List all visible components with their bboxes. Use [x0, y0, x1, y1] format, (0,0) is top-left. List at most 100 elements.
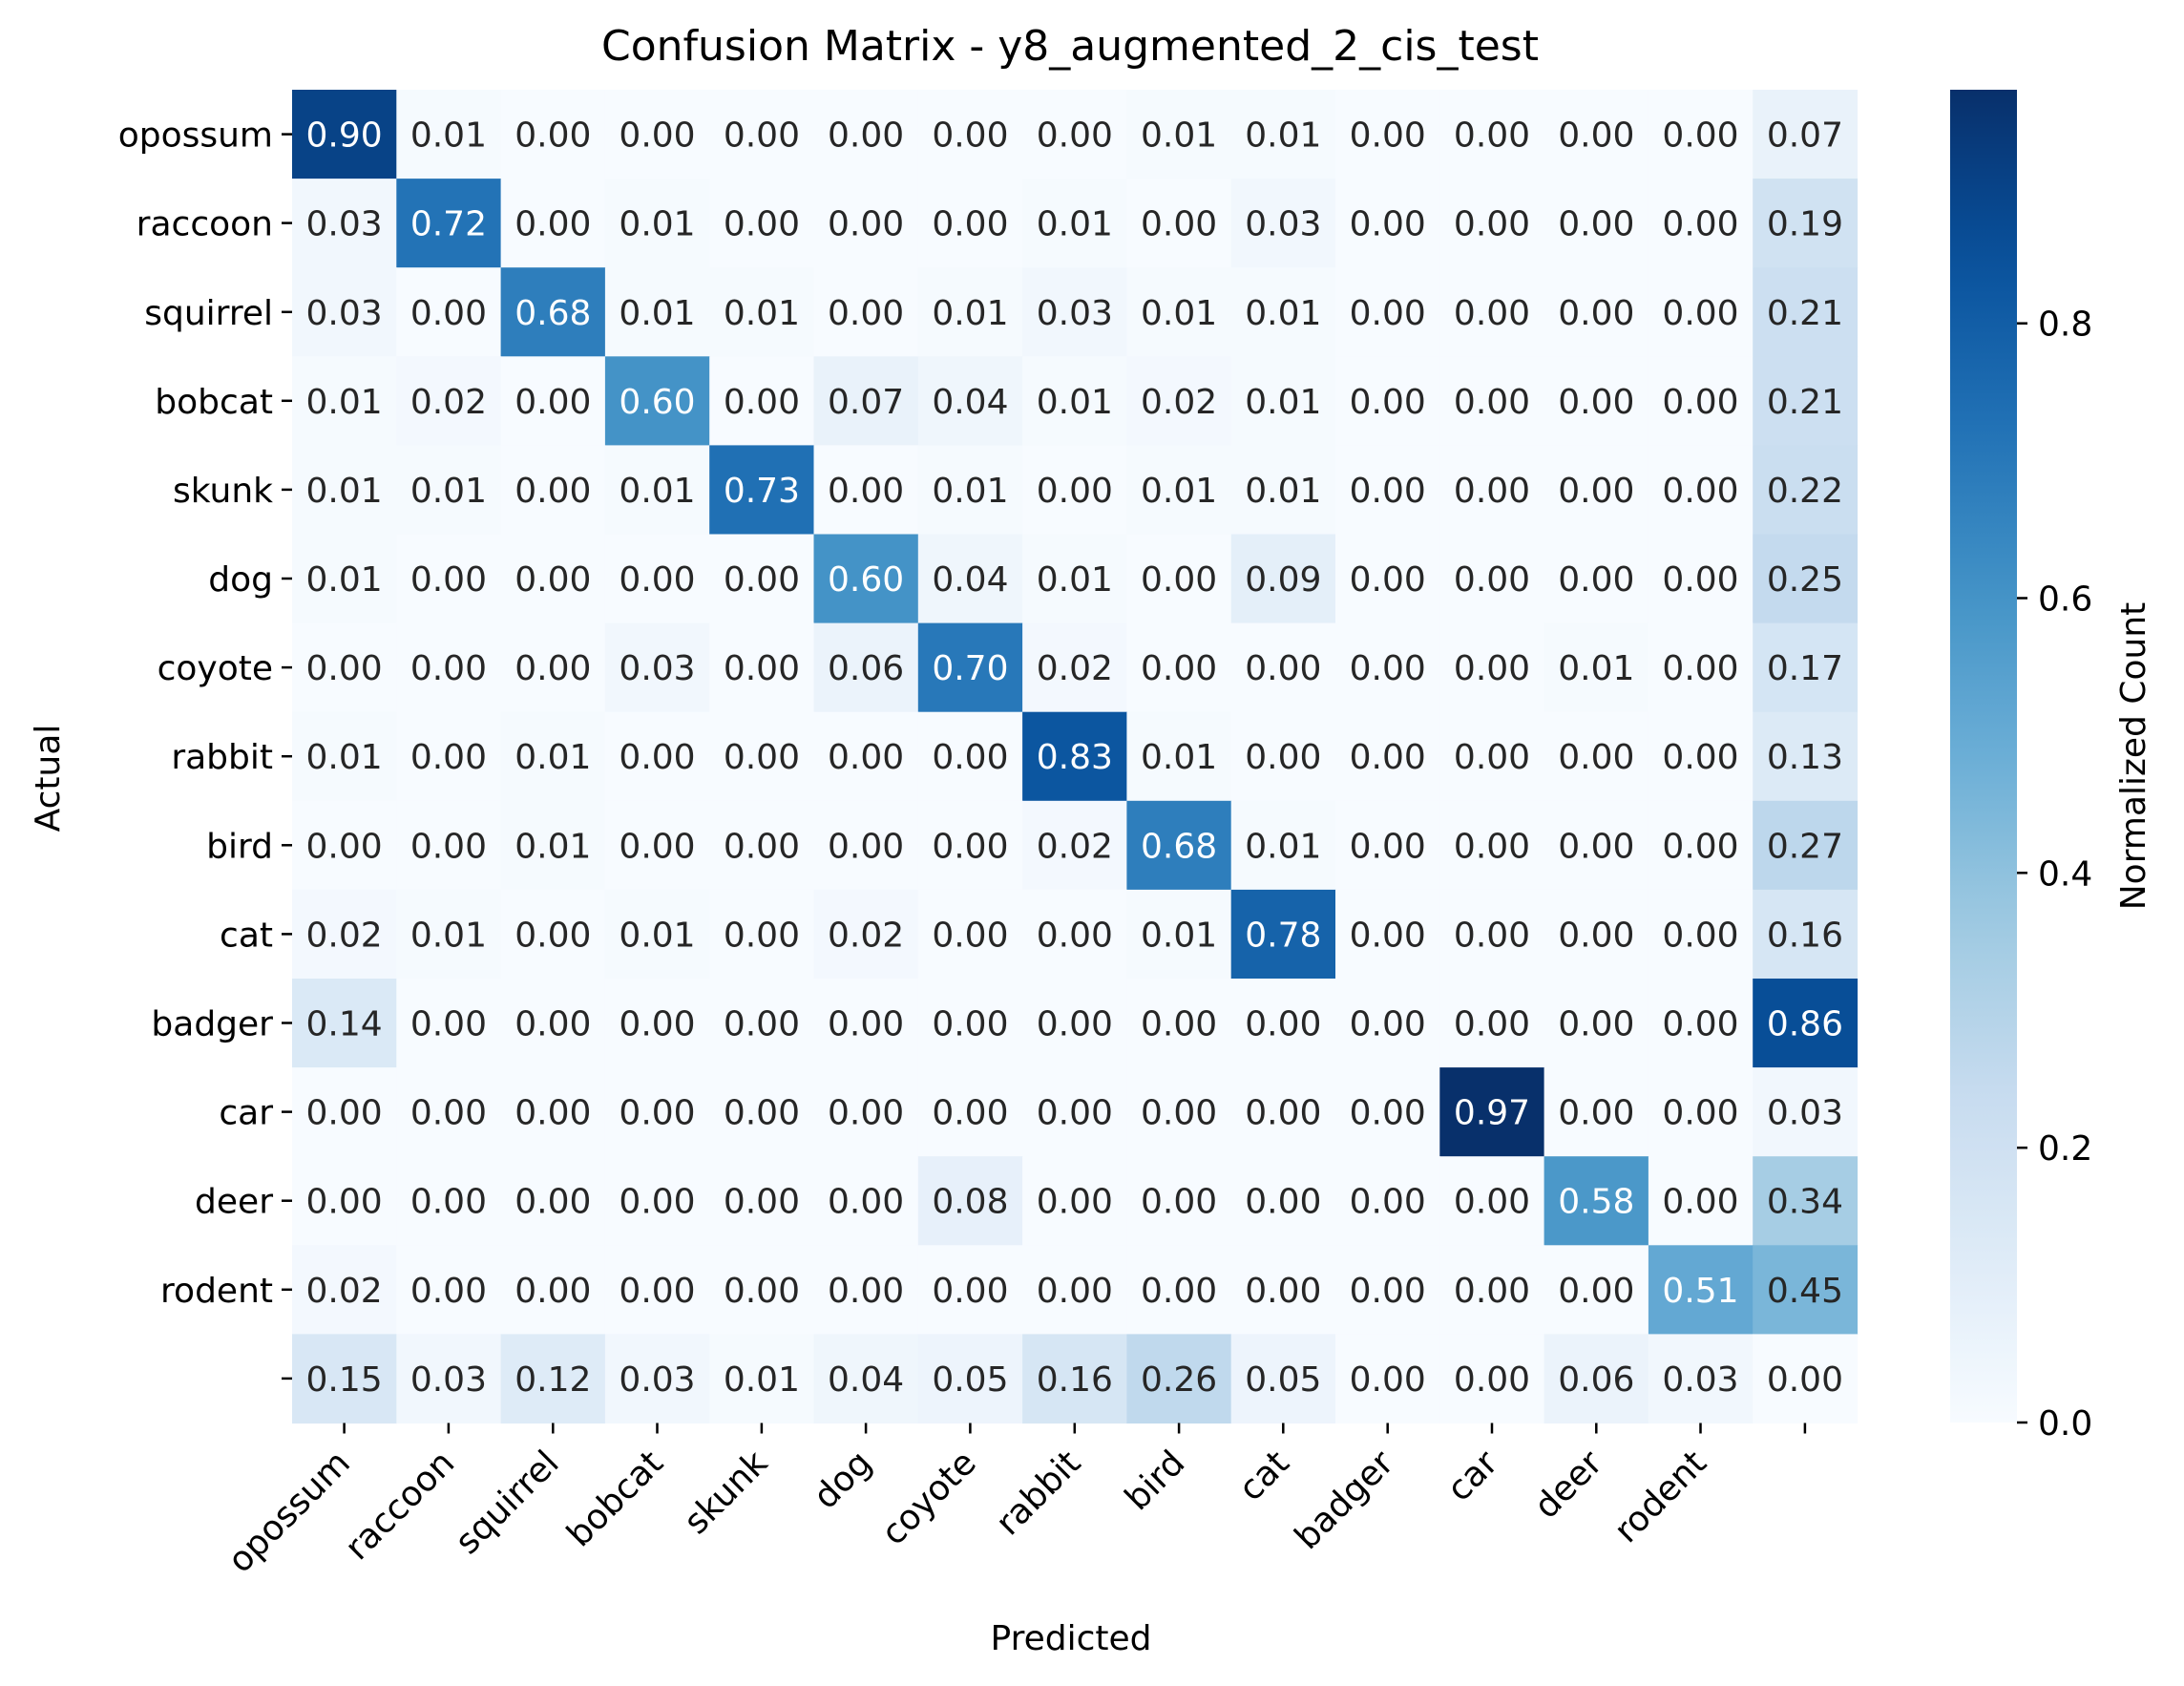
heatmap-cell [1126, 1334, 1232, 1424]
cell-value-label: 0.00 [306, 649, 383, 688]
cell-value-label: 0.00 [1350, 827, 1426, 866]
cell-value-label: 0.00 [724, 1272, 800, 1311]
heatmap-cell [1022, 1334, 1127, 1424]
cell-value-label: 0.00 [619, 1005, 695, 1044]
heatmap-cell [709, 356, 815, 446]
heatmap-cell [604, 1067, 710, 1157]
cell-value-label: 0.00 [1245, 1005, 1321, 1044]
x-tick-label: opossum [220, 1444, 358, 1581]
cell-value-label: 0.00 [724, 1094, 800, 1133]
heatmap-cell [709, 711, 815, 802]
y-axis-label: Actual [29, 725, 68, 832]
heatmap-cell [1230, 979, 1336, 1068]
heatmap-cell [1753, 356, 1858, 446]
cell-value-label: 0.00 [1350, 1005, 1426, 1044]
heatmap-cell [1648, 889, 1754, 980]
heatmap-cell [1648, 267, 1754, 357]
cell-value-label: 0.00 [724, 649, 800, 688]
heatmap-cell [1648, 445, 1754, 536]
cell-value-label: 0.00 [828, 1183, 904, 1222]
heatmap-cell [1126, 1245, 1232, 1335]
heatmap-cell [1230, 267, 1336, 357]
cell-value-label: 0.19 [1767, 205, 1843, 244]
heatmap-cell [1335, 1156, 1440, 1246]
cell-value-label: 0.00 [1037, 116, 1113, 156]
cell-value-label: 0.01 [1245, 294, 1321, 333]
cell-value-label: 0.00 [514, 1272, 591, 1311]
cell-value-label: 0.25 [1767, 560, 1843, 600]
cell-value-label: 0.03 [1245, 205, 1321, 244]
y-tick-label: bobcat [155, 383, 273, 422]
cell-value-label: 0.00 [1662, 116, 1738, 156]
heatmap-cell [813, 445, 919, 536]
heatmap-cell [1335, 979, 1440, 1068]
y-tick-label: car [219, 1094, 273, 1133]
heatmap-cell [1544, 179, 1649, 268]
heatmap-cell [1335, 445, 1440, 536]
cell-value-label: 0.00 [1245, 1183, 1321, 1222]
cell-value-label: 0.00 [1245, 1272, 1321, 1311]
heatmap-cell [1439, 445, 1545, 536]
x-tick-label: cat [1231, 1444, 1297, 1509]
x-tick-label: dog [807, 1444, 880, 1517]
colorbar-tick-label: 0.6 [2038, 580, 2092, 620]
cell-value-label: 0.00 [1662, 1005, 1738, 1044]
cell-value-label: 0.01 [514, 827, 591, 866]
heatmap-cell [500, 1067, 606, 1157]
heatmap-cell [1022, 267, 1127, 357]
cell-value-label: 0.00 [1350, 1183, 1426, 1222]
cell-value-label: 0.00 [1454, 1272, 1530, 1311]
x-tick-label: skunk [677, 1444, 775, 1542]
heatmap-cell [1753, 800, 1858, 891]
cell-value-label: 0.00 [1141, 205, 1217, 244]
heatmap-cell [292, 622, 397, 713]
heatmap-cell [1753, 622, 1858, 713]
cell-value-label: 0.26 [1141, 1360, 1217, 1400]
heatmap-cell [813, 889, 919, 980]
cell-value-label: 0.00 [1245, 1094, 1321, 1133]
cell-value-label: 0.00 [514, 1183, 591, 1222]
cell-value-label: 0.00 [306, 1094, 383, 1133]
cell-value-label: 0.00 [932, 205, 1008, 244]
heatmap-cell [1022, 979, 1127, 1068]
cell-value-label: 0.00 [1454, 472, 1530, 511]
cell-value-label: 0.00 [1454, 738, 1530, 777]
heatmap-cell [500, 90, 606, 179]
cell-value-label: 0.00 [932, 916, 1008, 955]
heatmap-cell [604, 267, 710, 357]
cell-value-label: 0.27 [1767, 827, 1843, 866]
heatmap-cell [1544, 711, 1649, 802]
heatmap-cell [1439, 1156, 1545, 1246]
y-tick-label: opossum [118, 116, 273, 156]
cell-value-label: 0.01 [1141, 738, 1217, 777]
heatmap-cell [396, 889, 502, 980]
heatmap-cell [396, 445, 502, 536]
cell-value-label: 0.86 [1767, 1005, 1843, 1044]
y-tick-label: rabbit [171, 738, 273, 777]
heatmap-cell [1439, 889, 1545, 980]
cell-value-label: 0.02 [306, 916, 383, 955]
heatmap-cell [500, 179, 606, 268]
heatmap-cell [1335, 534, 1440, 624]
heatmap-cell [1544, 979, 1649, 1068]
heatmap-cell [396, 534, 502, 624]
heatmap-cell [1335, 711, 1440, 802]
heatmap-cell [1439, 267, 1545, 357]
cell-value-label: 0.00 [932, 738, 1008, 777]
heatmap-cell [604, 179, 710, 268]
heatmap-cell [396, 1067, 502, 1157]
cell-value-label: 0.00 [932, 116, 1008, 156]
heatmap-cell [917, 534, 1023, 624]
heatmap-cell [604, 445, 710, 536]
cell-value-label: 0.09 [1245, 560, 1321, 600]
cell-value-label: 0.01 [619, 205, 695, 244]
heatmap-cell [917, 1245, 1023, 1335]
heatmap-cell [500, 356, 606, 446]
cell-value-label: 0.03 [410, 1360, 487, 1400]
cell-value-label: 0.68 [514, 294, 591, 333]
cell-value-label: 0.00 [1350, 560, 1426, 600]
cell-value-label: 0.21 [1767, 294, 1843, 333]
heatmap-cell [292, 90, 397, 179]
heatmap-cell [1335, 1334, 1440, 1424]
heatmap-cell [917, 622, 1023, 713]
